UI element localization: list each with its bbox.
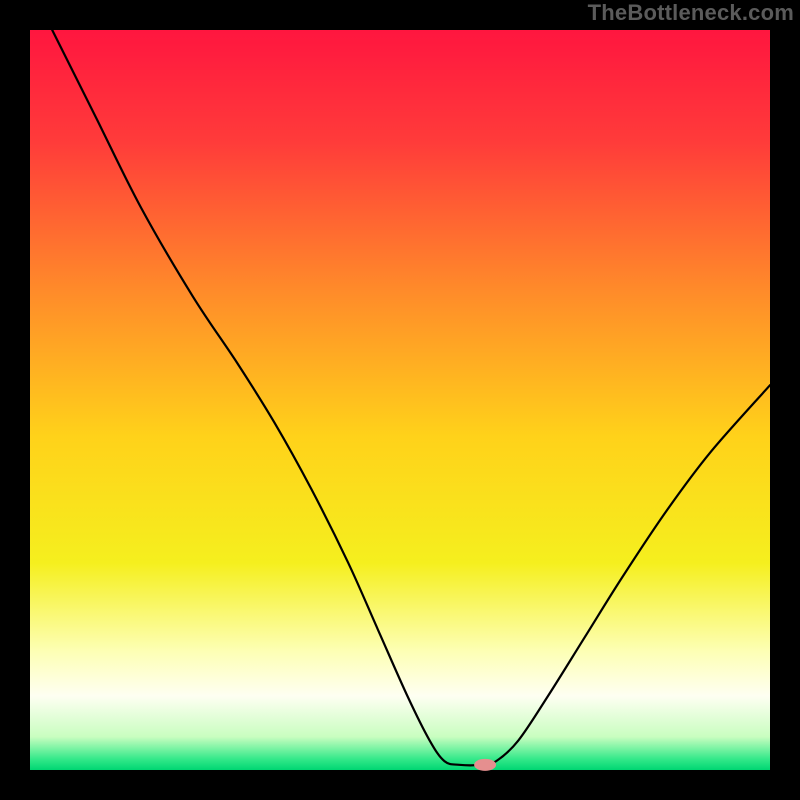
plot-background <box>30 30 770 770</box>
bottleneck-chart <box>0 0 800 800</box>
watermark-text: TheBottleneck.com <box>588 0 794 26</box>
chart-container: TheBottleneck.com <box>0 0 800 800</box>
optimal-marker <box>474 759 496 771</box>
